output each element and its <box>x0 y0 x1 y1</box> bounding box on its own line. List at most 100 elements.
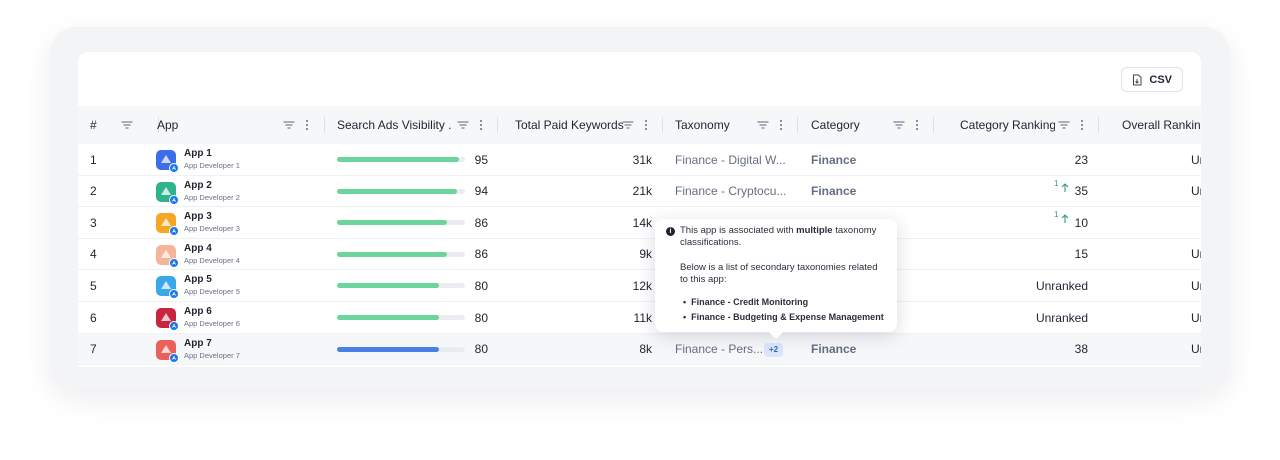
visibility-bar-fill <box>337 346 440 352</box>
app-name[interactable]: App 2 <box>184 179 212 191</box>
more-options-icon[interactable] <box>639 118 653 132</box>
visibility-score: 80 <box>474 342 488 357</box>
column-divider <box>933 117 934 133</box>
overall-ranking: Un <box>1191 342 1201 357</box>
table-header: # App Search Ads Visibility ... Total Paid … <box>78 106 1201 144</box>
col-header-taxonomy[interactable]: Taxonomy <box>675 106 755 144</box>
taxonomy-link[interactable]: Finance - Cryptocu... <box>675 184 787 199</box>
tooltip-description: Below is a list of secondary taxonomies … <box>680 262 878 285</box>
row-number: 1 <box>90 152 97 167</box>
column-label: # <box>90 118 97 132</box>
file-download-icon <box>1133 74 1142 85</box>
visibility-bar-fill <box>337 251 448 257</box>
visibility-score: 94 <box>474 184 488 199</box>
visibility-bar <box>337 188 465 194</box>
overall-ranking: Un <box>1191 184 1201 199</box>
column-divider <box>158 117 159 133</box>
table-card: CSV # App Search Ads Visibility ... Total P… <box>78 52 1201 367</box>
table-row[interactable]: 3 App 3 App Developer 3 86 14k 1 10 <box>78 207 1201 239</box>
rank-change: 1 <box>1054 210 1059 220</box>
row-number: 5 <box>90 278 97 293</box>
column-label: Category <box>811 118 860 132</box>
csv-export-button[interactable]: CSV <box>1121 67 1183 92</box>
taxonomy-more-badge[interactable]: +2 <box>764 342 784 357</box>
filter-icon[interactable] <box>282 118 296 132</box>
paid-keywords: 9k <box>639 247 652 262</box>
more-options-icon[interactable] <box>910 118 924 132</box>
category-ranking: 15 <box>1074 247 1088 262</box>
category-link[interactable]: Finance <box>811 184 857 199</box>
app-developer: App Developer 6 <box>184 319 240 328</box>
tooltip-intro-bold: multiple <box>796 225 833 236</box>
filter-icon[interactable] <box>892 118 906 132</box>
taxonomy-link[interactable]: Finance - Pers... <box>675 342 764 357</box>
column-divider <box>662 117 663 133</box>
app-name[interactable]: App 6 <box>184 306 212 317</box>
tooltip-taxonomy-item: Finance - Credit Monitoring <box>683 296 808 308</box>
column-label: Category Ranking <box>960 118 1055 132</box>
app-name[interactable]: App 4 <box>184 242 212 254</box>
more-options-icon[interactable] <box>774 118 788 132</box>
filter-icon[interactable] <box>756 118 770 132</box>
overall-ranking: Un <box>1191 278 1201 293</box>
category-link[interactable]: Finance <box>811 152 857 167</box>
app-store-icon <box>169 163 179 173</box>
row-number: 2 <box>90 184 97 199</box>
app-developer: App Developer 2 <box>184 192 240 202</box>
visibility-score: 86 <box>474 247 488 262</box>
filter-icon[interactable] <box>1057 118 1071 132</box>
visibility-bar <box>337 220 465 226</box>
col-header-overall-ranking[interactable]: Overall Ranking <box>1122 106 1201 144</box>
app-developer: App Developer 5 <box>184 287 240 297</box>
more-options-icon[interactable] <box>300 118 314 132</box>
table-row[interactable]: 2 App 2 App Developer 2 94 21k Finance - Cryp… <box>78 176 1201 208</box>
column-label: Overall Ranking <box>1122 118 1201 132</box>
paid-keywords: 12k <box>632 278 652 293</box>
tooltip-intro-post: taxonomy classifications. <box>680 225 877 248</box>
col-header-search-ads-visibility[interactable]: Search Ads Visibility ... <box>337 106 451 144</box>
app-developer: App Developer 7 <box>184 350 240 360</box>
category-ranking: 35 <box>1074 184 1088 199</box>
visibility-bar <box>337 251 465 257</box>
table-row[interactable]: 6 App 6 App Developer 6 80 11k Unranked Un <box>78 302 1201 334</box>
app-name[interactable]: App 7 <box>184 337 212 349</box>
filter-icon[interactable] <box>120 118 134 132</box>
col-header-category-ranking[interactable]: Category Ranking <box>960 106 1055 144</box>
filter-icon[interactable] <box>621 118 635 132</box>
col-header-total-paid-keywords[interactable]: Total Paid Keywords <box>515 106 625 144</box>
tooltip-taxonomy-item: Finance - Budgeting & Expense Management <box>683 311 884 323</box>
app-store-icon <box>169 257 179 268</box>
paid-keywords: 11k <box>633 310 652 325</box>
visibility-bar <box>337 283 465 289</box>
table-row[interactable]: 1 App 1 App Developer 1 95 31k Finance - Digi… <box>78 144 1201 176</box>
rank-change: 1 <box>1054 178 1059 188</box>
taxonomy-link[interactable]: Finance - Digital W... <box>675 152 786 167</box>
app-name[interactable]: App 3 <box>184 211 212 223</box>
col-header-app[interactable]: App <box>157 106 277 144</box>
column-label: Total Paid Keywords <box>515 118 624 132</box>
more-options-icon[interactable] <box>1075 118 1089 132</box>
col-header-category[interactable]: Category <box>811 106 891 144</box>
paid-keywords: 8k <box>639 342 652 357</box>
app-name[interactable]: App 1 <box>184 148 212 159</box>
app-name[interactable]: App 5 <box>184 274 212 286</box>
overall-ranking: Un <box>1191 152 1201 167</box>
visibility-score: 95 <box>474 152 488 167</box>
table-row[interactable]: 7 App 7 App Developer 7 80 8k Finance - Pers.… <box>78 333 1201 366</box>
column-divider <box>797 117 798 133</box>
row-number: 7 <box>90 342 97 357</box>
visibility-bar-fill <box>337 283 440 289</box>
arrow-up-icon <box>1061 211 1069 224</box>
row-number: 6 <box>90 310 97 325</box>
visibility-score: 86 <box>474 215 488 230</box>
paid-keywords: 21k <box>632 184 652 199</box>
filter-icon[interactable] <box>456 118 470 132</box>
col-header-rank[interactable]: # <box>90 106 120 144</box>
category-link[interactable]: Finance <box>811 342 857 357</box>
app-store-icon <box>169 289 179 300</box>
info-icon: i <box>666 227 675 236</box>
more-options-icon[interactable] <box>474 118 488 132</box>
category-ranking: Unranked <box>1035 310 1088 325</box>
